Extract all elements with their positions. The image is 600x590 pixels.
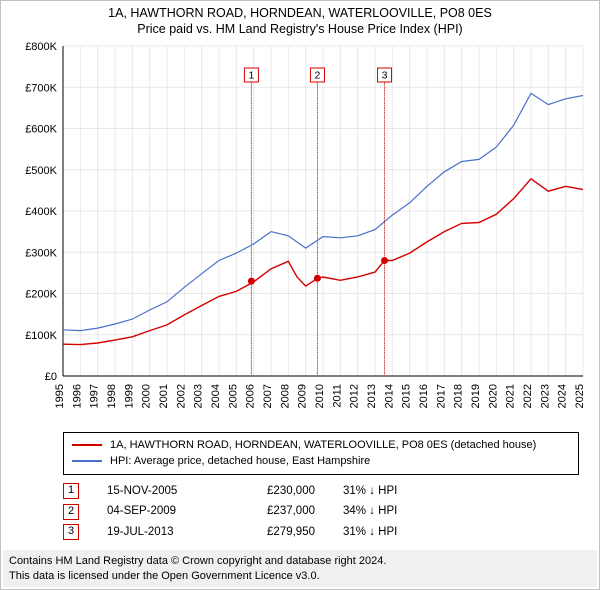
legend-swatch bbox=[72, 444, 102, 446]
legend-swatch bbox=[72, 460, 102, 462]
svg-text:£100K: £100K bbox=[25, 329, 57, 341]
svg-text:3: 3 bbox=[382, 69, 388, 81]
svg-text:2010: 2010 bbox=[314, 384, 326, 408]
event-marker-box: 2 bbox=[63, 504, 79, 520]
legend-label: 1A, HAWTHORN ROAD, HORNDEAN, WATERLOOVIL… bbox=[110, 437, 536, 454]
event-date: 04-SEP-2009 bbox=[107, 501, 207, 522]
svg-text:2001: 2001 bbox=[158, 384, 170, 408]
svg-text:2011: 2011 bbox=[331, 384, 343, 408]
svg-text:1: 1 bbox=[248, 69, 254, 81]
svg-text:2022: 2022 bbox=[522, 384, 534, 408]
event-delta: 34% ↓ HPI bbox=[343, 501, 397, 522]
svg-text:2015: 2015 bbox=[401, 384, 413, 408]
line-chart-svg: £0 £100K £200K £300K £400K £500K £600K £700K £80… bbox=[1, 38, 600, 428]
event-row: 2 04-SEP-2009 £237,000 34% ↓ HPI bbox=[63, 501, 579, 522]
svg-text:2021: 2021 bbox=[505, 384, 517, 408]
svg-text:2: 2 bbox=[315, 69, 321, 81]
svg-text:£200K: £200K bbox=[25, 288, 57, 300]
svg-text:2008: 2008 bbox=[279, 384, 291, 408]
svg-text:2003: 2003 bbox=[193, 384, 205, 408]
svg-text:2012: 2012 bbox=[349, 384, 361, 408]
event-delta: 31% ↓ HPI bbox=[343, 481, 397, 502]
svg-text:1996: 1996 bbox=[71, 384, 83, 408]
svg-text:2018: 2018 bbox=[453, 384, 465, 408]
event-price: £230,000 bbox=[235, 481, 315, 502]
svg-text:£400K: £400K bbox=[25, 206, 57, 218]
svg-text:1999: 1999 bbox=[123, 384, 135, 408]
event-marker-box: 3 bbox=[63, 524, 79, 540]
footer-line2: This data is licensed under the Open Gov… bbox=[9, 569, 591, 583]
svg-text:2000: 2000 bbox=[141, 384, 153, 408]
title-subtitle: Price paid vs. HM Land Registry's House … bbox=[1, 21, 599, 37]
svg-text:1995: 1995 bbox=[54, 384, 66, 408]
legend: 1A, HAWTHORN ROAD, HORNDEAN, WATERLOOVIL… bbox=[63, 432, 579, 475]
legend-row: 1A, HAWTHORN ROAD, HORNDEAN, WATERLOOVIL… bbox=[72, 437, 570, 454]
svg-text:2019: 2019 bbox=[470, 384, 482, 408]
svg-text:2017: 2017 bbox=[435, 384, 447, 408]
legend-label: HPI: Average price, detached house, East… bbox=[110, 453, 370, 470]
events-table: 1 15-NOV-2005 £230,000 31% ↓ HPI 2 04-SEP-200… bbox=[63, 481, 579, 543]
svg-text:2002: 2002 bbox=[175, 384, 187, 408]
footer: Contains HM Land Registry data © Crown c… bbox=[3, 550, 597, 587]
svg-text:£600K: £600K bbox=[25, 123, 57, 135]
chart-area: £0 £100K £200K £300K £400K £500K £600K £700K £80… bbox=[1, 38, 599, 428]
svg-text:2023: 2023 bbox=[539, 384, 551, 408]
svg-text:2004: 2004 bbox=[210, 384, 222, 408]
event-date: 19-JUL-2013 bbox=[107, 522, 207, 543]
svg-text:2007: 2007 bbox=[262, 384, 274, 408]
svg-text:1998: 1998 bbox=[106, 384, 118, 408]
svg-text:£0: £0 bbox=[45, 371, 57, 383]
svg-text:2014: 2014 bbox=[383, 384, 395, 408]
svg-text:1997: 1997 bbox=[89, 384, 101, 408]
chart-container: 1A, HAWTHORN ROAD, HORNDEAN, WATERLOOVIL… bbox=[0, 0, 600, 590]
svg-text:2020: 2020 bbox=[487, 384, 499, 408]
title-block: 1A, HAWTHORN ROAD, HORNDEAN, WATERLOOVIL… bbox=[1, 1, 599, 38]
svg-text:£800K: £800K bbox=[25, 41, 57, 53]
footer-line1: Contains HM Land Registry data © Crown c… bbox=[9, 554, 591, 568]
svg-text:2006: 2006 bbox=[245, 384, 257, 408]
svg-text:2009: 2009 bbox=[297, 384, 309, 408]
svg-text:2013: 2013 bbox=[366, 384, 378, 408]
svg-text:2005: 2005 bbox=[227, 384, 239, 408]
event-price: £237,000 bbox=[235, 501, 315, 522]
event-delta: 31% ↓ HPI bbox=[343, 522, 397, 543]
svg-text:£300K: £300K bbox=[25, 247, 57, 259]
event-row: 3 19-JUL-2013 £279,950 31% ↓ HPI bbox=[63, 522, 579, 543]
svg-text:2024: 2024 bbox=[557, 384, 569, 408]
title-address: 1A, HAWTHORN ROAD, HORNDEAN, WATERLOOVIL… bbox=[1, 5, 599, 21]
event-marker-box: 1 bbox=[63, 483, 79, 499]
svg-text:2025: 2025 bbox=[574, 384, 586, 408]
svg-text:£700K: £700K bbox=[25, 82, 57, 94]
svg-text:£500K: £500K bbox=[25, 164, 57, 176]
legend-row: HPI: Average price, detached house, East… bbox=[72, 453, 570, 470]
event-date: 15-NOV-2005 bbox=[107, 481, 207, 502]
event-price: £279,950 bbox=[235, 522, 315, 543]
event-row: 1 15-NOV-2005 £230,000 31% ↓ HPI bbox=[63, 481, 579, 502]
svg-text:2016: 2016 bbox=[418, 384, 430, 408]
